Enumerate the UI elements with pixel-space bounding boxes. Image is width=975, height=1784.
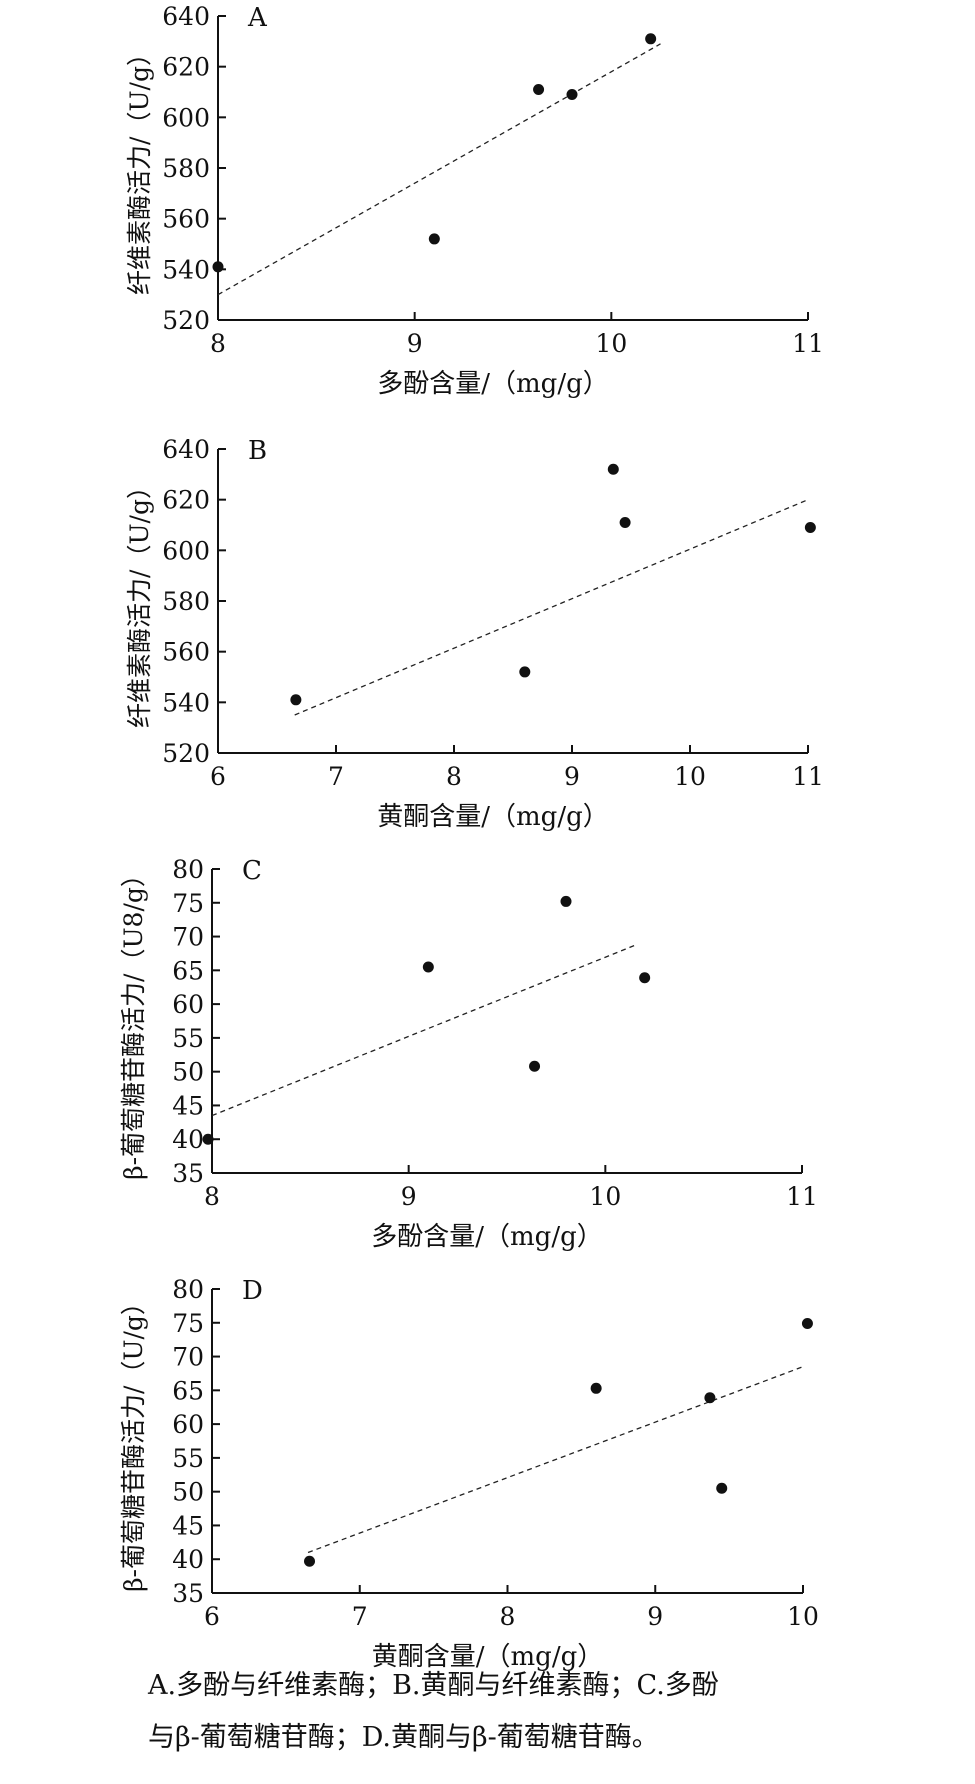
x-axis-label: 黄酮含量/（mg/g）	[372, 1642, 603, 1672]
y-tick-label: 45	[172, 1511, 204, 1540]
data-point	[645, 33, 657, 45]
panel-label: A	[247, 3, 268, 33]
y-tick-label: 60	[172, 990, 204, 1019]
y-tick-label: 580	[162, 154, 210, 183]
x-tick-label: 6	[204, 1602, 220, 1631]
x-tick-label: 8	[500, 1602, 516, 1631]
trend-line	[307, 1366, 804, 1554]
y-tick-label: 600	[162, 103, 210, 132]
x-tick-label: 6	[210, 762, 226, 791]
y-tick-label: 45	[172, 1091, 204, 1120]
y-tick-label: 80	[172, 855, 204, 884]
x-tick-label: 9	[564, 762, 580, 791]
x-axis-label: 多酚含量/（mg/g）	[371, 1222, 602, 1252]
y-tick-label: 620	[162, 486, 210, 515]
y-tick-label: 60	[172, 1410, 204, 1439]
y-tick-label: 35	[172, 1579, 204, 1608]
data-point	[804, 522, 816, 534]
data-point	[716, 1482, 728, 1494]
x-tick-label: 9	[647, 1602, 663, 1631]
x-tick-label: 8	[210, 329, 226, 358]
y-tick-label: 70	[172, 1343, 204, 1372]
y-axis-label: 纤维素酶活力/（U/g）	[125, 41, 154, 295]
y-tick-label: 560	[162, 205, 210, 234]
panel-label: B	[248, 436, 267, 466]
panel-label: D	[242, 1276, 263, 1306]
chart-panel-b: 520 540 560 580 600 620 640 6 7 8 9 10 11 B 黄酮含量/（mg/g…	[125, 435, 824, 832]
x-axis-label: 多酚含量/（mg/g）	[377, 369, 608, 399]
y-tick-label: 55	[172, 1444, 204, 1473]
x-tick-label: 10	[674, 762, 706, 791]
y-tick-label: 40	[172, 1125, 204, 1154]
data-point	[212, 261, 224, 273]
x-tick-label: 11	[786, 1182, 818, 1211]
data-point	[290, 694, 302, 706]
panel-label: C	[242, 856, 262, 886]
y-tick-label: 75	[172, 889, 204, 918]
y-tick-label: 65	[172, 956, 204, 985]
x-axis-label: 黄酮含量/（mg/g）	[377, 802, 608, 832]
y-tick-label: 540	[162, 255, 210, 284]
trend-line	[217, 43, 661, 296]
data-point	[422, 961, 434, 973]
trend-line	[294, 499, 809, 716]
x-tick-label: 9	[407, 329, 423, 358]
data-point	[619, 516, 631, 528]
x-tick-label: 9	[401, 1182, 417, 1211]
data-point	[304, 1555, 316, 1567]
x-tick-label: 10	[787, 1602, 819, 1631]
y-tick-label: 50	[172, 1478, 204, 1507]
x-tick-label: 10	[589, 1182, 621, 1211]
chart-panel-c: 35 40 45 50 55 60 65 70 75 80 8 9 10 11 C 多酚含量/（mg/g） β-…	[119, 855, 818, 1252]
y-tick-label: 600	[162, 536, 210, 565]
x-tick-label: 7	[352, 1602, 368, 1631]
data-point	[639, 972, 651, 984]
data-point	[801, 1317, 813, 1329]
caption-line-1: A.多酚与纤维素酶；B.黄酮与纤维素酶；C.多酚	[148, 1670, 719, 1701]
caption-line-2: 与β-葡萄糖苷酶；D.黄酮与β-葡萄糖苷酶。	[148, 1722, 659, 1753]
y-tick-label: 50	[172, 1058, 204, 1087]
x-tick-label: 8	[446, 762, 462, 791]
data-point	[428, 233, 440, 245]
y-axis-label: β-葡萄糖苷酶活力/（U/g）	[119, 1290, 148, 1592]
y-tick-label: 80	[172, 1275, 204, 1304]
x-tick-label: 8	[204, 1182, 220, 1211]
y-axis-label: 纤维素酶活力/（U/g）	[125, 474, 154, 728]
y-tick-label: 640	[162, 2, 210, 31]
data-point	[590, 1382, 602, 1394]
x-tick-label: 7	[328, 762, 344, 791]
y-tick-label: 520	[162, 739, 210, 768]
y-tick-label: 40	[172, 1545, 204, 1574]
y-tick-label: 75	[172, 1309, 204, 1338]
y-tick-label: 640	[162, 435, 210, 464]
chart-panel-d: 35 40 45 50 55 60 65 70 75 80 6 7 8 9 10 D 黄酮含量/（mg/g） β-…	[119, 1275, 819, 1672]
data-point	[560, 895, 572, 907]
figure-caption: A.多酚与纤维素酶；B.黄酮与纤维素酶；C.多酚 与β-葡萄糖苷酶；D.黄酮与β…	[148, 1660, 848, 1764]
data-point	[607, 463, 619, 475]
y-tick-label: 560	[162, 638, 210, 667]
y-tick-label: 580	[162, 587, 210, 616]
data-point	[529, 1060, 541, 1072]
trend-line	[211, 944, 636, 1117]
y-tick-label: 55	[172, 1024, 204, 1053]
data-point	[519, 666, 531, 678]
y-tick-label: 35	[172, 1159, 204, 1188]
data-point	[566, 89, 578, 101]
x-tick-label: 11	[792, 762, 824, 791]
data-point	[704, 1392, 716, 1404]
y-axis-label: β-葡萄糖苷酶活力/（U8/g）	[119, 862, 148, 1180]
y-tick-label: 65	[172, 1376, 204, 1405]
y-tick-label: 620	[162, 53, 210, 82]
y-tick-label: 70	[172, 923, 204, 952]
data-point	[202, 1133, 214, 1145]
x-tick-label: 11	[792, 329, 824, 358]
y-tick-label: 520	[162, 306, 210, 335]
data-point	[533, 83, 545, 95]
x-tick-label: 10	[595, 329, 627, 358]
y-tick-label: 540	[162, 688, 210, 717]
chart-panel-a: 520 540 560 580 600 620 640 8 9 10 11 A 多酚含量/（mg/g） 纤…	[125, 2, 824, 399]
